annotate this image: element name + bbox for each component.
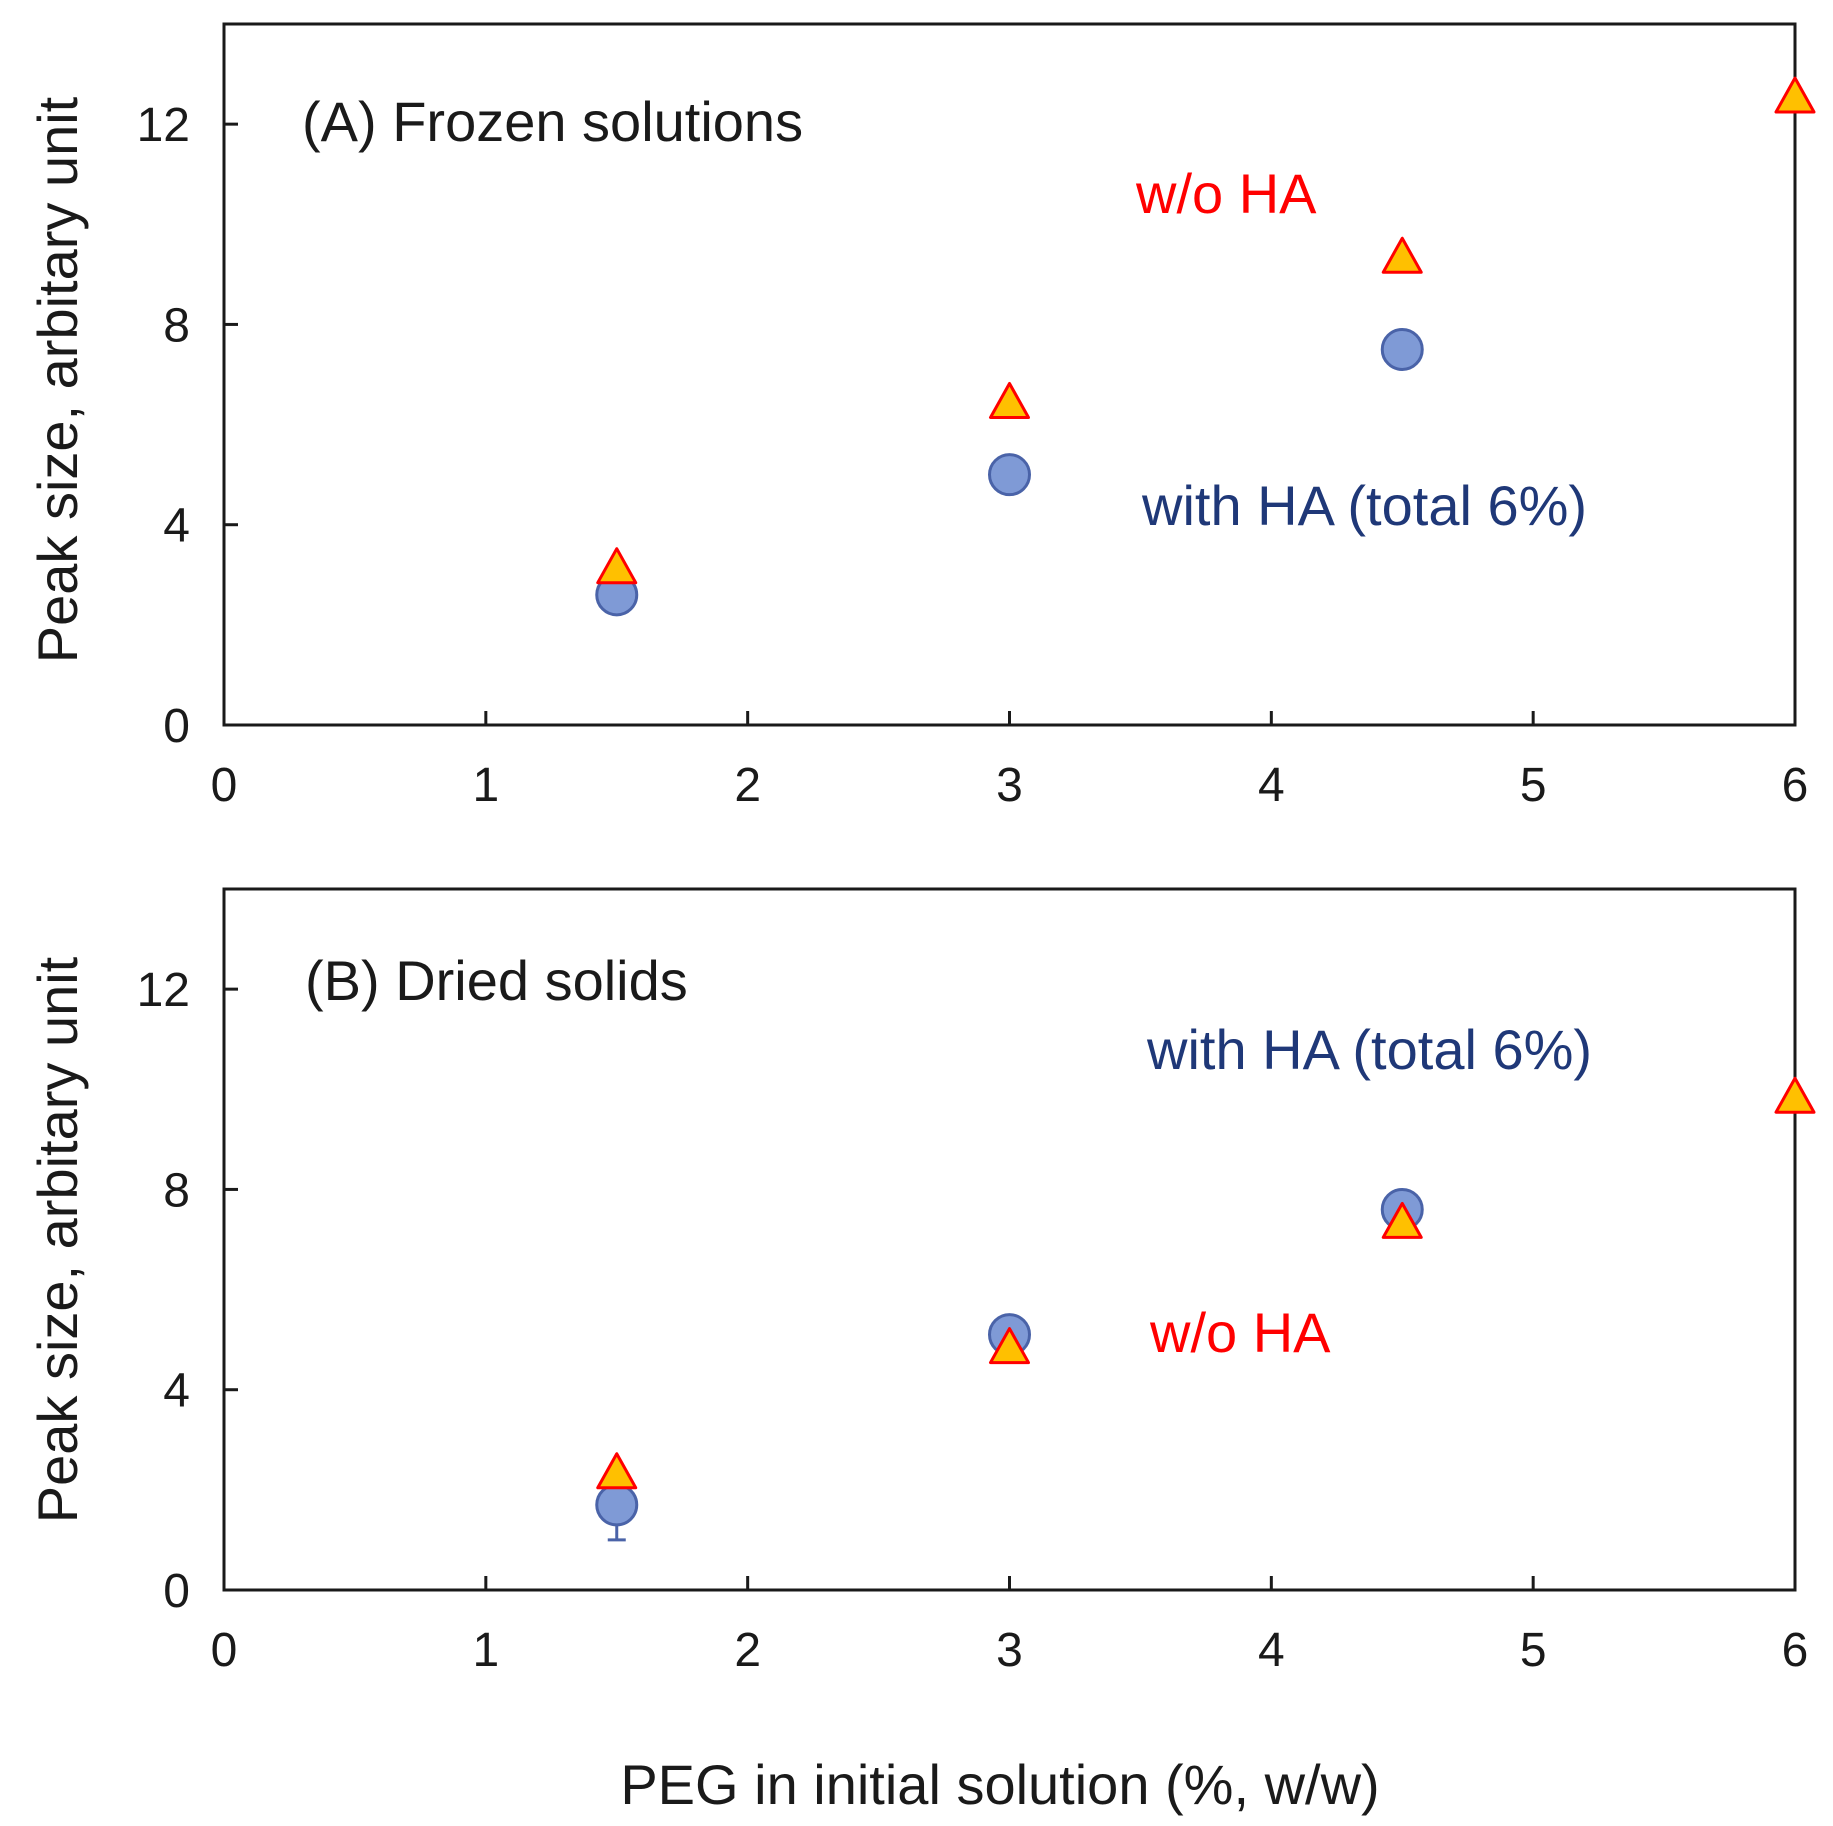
- x-tick-label: 6: [1782, 1624, 1809, 1677]
- x-tick-label: 3: [996, 759, 1023, 812]
- w-o-ha-point: [596, 547, 638, 585]
- panel-a-ticks: [222, 122, 1797, 727]
- x-tick-label: 1: [472, 759, 499, 812]
- x-tick-label: 5: [1520, 1624, 1547, 1677]
- x-tick-label: 2: [734, 1624, 761, 1677]
- panel-b-annotation-without-ha: w/o HA: [1149, 1301, 1331, 1364]
- with-ha-total-6-point: [1380, 327, 1424, 371]
- y-tick-label: 0: [163, 1565, 190, 1618]
- x-tick-label: 4: [1258, 759, 1285, 812]
- panel-b-y-axis-label: Peak size, arbitary unit: [26, 956, 89, 1523]
- w-o-ha-point: [989, 381, 1030, 419]
- x-tick-label: 1: [472, 1624, 499, 1677]
- y-tick-label: 12: [137, 964, 190, 1017]
- panel-b-points: [595, 1076, 1816, 1542]
- panel-a-annotation-with-ha: with HA (total 6%): [1141, 474, 1587, 537]
- panel-b-annotation-with-ha: with HA (total 6%): [1146, 1018, 1592, 1081]
- panel-b-title: (B) Dried solids: [305, 949, 688, 1012]
- w-o-ha-point: [1381, 1201, 1423, 1239]
- y-tick-label: 8: [163, 1164, 190, 1217]
- w-o-ha-point: [596, 1452, 638, 1490]
- y-tick-label: 12: [137, 99, 190, 152]
- w-o-ha-point: [1774, 1076, 1816, 1114]
- panel-a-points: [595, 76, 1816, 617]
- y-tick-label: 4: [163, 500, 190, 553]
- panel-a-y-axis-label: Peak size, arbitary unit: [26, 96, 89, 663]
- panel-a-title: (A) Frozen solutions: [302, 90, 803, 153]
- x-tick-label: 2: [734, 759, 761, 812]
- w-o-ha-point: [1774, 76, 1816, 114]
- x-tick-label: 6: [1782, 759, 1809, 812]
- x-axis-label: PEG in initial solution (%, w/w): [620, 1753, 1379, 1816]
- panel-b-ticks: [222, 987, 1797, 1592]
- x-tick-label: 0: [211, 759, 238, 812]
- y-tick-label: 4: [163, 1365, 190, 1418]
- x-tick-label: 5: [1520, 759, 1547, 812]
- x-tick-label: 0: [211, 1624, 238, 1677]
- w-o-ha-point: [989, 1327, 1030, 1365]
- x-tick-label: 4: [1258, 1624, 1285, 1677]
- y-tick-label: 8: [163, 299, 190, 352]
- panel-a-annotation-without-ha: w/o HA: [1135, 162, 1317, 225]
- w-o-ha-point: [1381, 236, 1423, 274]
- y-tick-label: 0: [163, 700, 190, 753]
- with-ha-total-6-point: [595, 1483, 639, 1527]
- with-ha-total-6-point: [988, 453, 1031, 497]
- x-tick-label: 3: [996, 1624, 1023, 1677]
